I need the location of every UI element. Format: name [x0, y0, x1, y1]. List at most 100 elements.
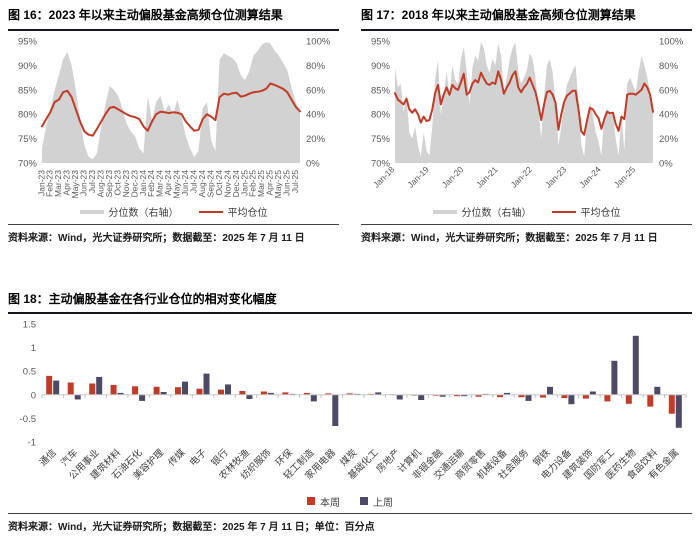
svg-text:Apr-24: Apr-24: [163, 169, 173, 195]
svg-text:Jun-24: Jun-24: [180, 169, 190, 195]
svg-text:95%: 95%: [371, 36, 391, 47]
svg-text:Sep-23: Sep-23: [104, 169, 114, 197]
svg-text:Jan-23: Jan-23: [36, 169, 46, 195]
svg-text:70%: 70%: [371, 158, 391, 169]
svg-text:100%: 100%: [306, 36, 331, 47]
svg-text:0%: 0%: [306, 158, 320, 169]
svg-text:Apr-23: Apr-23: [62, 169, 72, 195]
svg-text:85%: 85%: [18, 85, 38, 96]
svg-text:75%: 75%: [371, 134, 391, 145]
last-week-swatch-icon: [360, 497, 368, 506]
svg-text:85%: 85%: [371, 85, 391, 96]
svg-text:Mar-24: Mar-24: [155, 169, 165, 196]
svg-text:Aug-23: Aug-23: [95, 169, 105, 197]
svg-text:80%: 80%: [306, 60, 326, 71]
line-area-chart-svg: 95% 90% 85% 80% 75% 70% 100% 80% 60% 40% 20% 0% Jan-…: [371, 36, 684, 190]
svg-text:Nov-24: Nov-24: [222, 169, 232, 197]
legend-item-percentile: 分位数（右轴）: [432, 204, 532, 220]
figure-17-legend: 分位数（右轴） 平均仓位: [361, 205, 692, 219]
svg-text:Mar-25: Mar-25: [256, 169, 266, 196]
svg-text:60%: 60%: [306, 85, 326, 96]
svg-text:Aug-24: Aug-24: [197, 169, 207, 197]
svg-text:-0.5: -0.5: [20, 414, 36, 425]
svg-text:May-24: May-24: [172, 169, 182, 198]
svg-text:Oct-24: Oct-24: [214, 169, 224, 195]
avg-position-line-swatch-icon: [198, 210, 223, 213]
legend-label: 平均仓位: [227, 208, 268, 220]
figure-18-legend: 本周 上周: [8, 494, 692, 509]
figure-16-title: 图 16：2023 年以来主动偏股基金高频仓位测算结果: [8, 8, 339, 31]
svg-text:Dec-23: Dec-23: [129, 169, 139, 197]
svg-text:Mar-23: Mar-23: [53, 169, 63, 196]
svg-text:90%: 90%: [371, 60, 391, 71]
svg-text:Apr-25: Apr-25: [265, 169, 275, 195]
figure-18-panel: 图 18：主动偏股基金在各行业仓位的相对变化幅度 1.5 1 0.5 0 -0.5 -1 通…: [8, 292, 692, 533]
legend-label: 分位数（右轴）: [461, 208, 532, 220]
legend-item-avg-position: 平均仓位: [551, 204, 621, 220]
svg-text:May-25: May-25: [273, 169, 283, 198]
svg-text:Jan-20: Jan-20: [440, 164, 466, 190]
figure-17-title: 图 17：2018 年以来主动偏股基金高频仓位测算结果: [361, 8, 692, 31]
svg-text:Oct-23: Oct-23: [112, 169, 122, 195]
svg-text:Jun-23: Jun-23: [79, 169, 89, 195]
svg-text:1.5: 1.5: [23, 320, 36, 331]
svg-text:20%: 20%: [659, 134, 679, 145]
figure-17-source: 资料来源：Wind，光大证券研究所；数据截至：2025 年 7 月 11 日: [361, 223, 692, 244]
figure-18-title: 图 18：主动偏股基金在各行业仓位的相对变化幅度: [8, 292, 692, 315]
svg-text:1: 1: [31, 343, 36, 354]
svg-text:May-23: May-23: [70, 169, 80, 198]
svg-text:电子: 电子: [187, 446, 209, 468]
svg-text:Jan-19: Jan-19: [405, 164, 431, 190]
legend-item-avg-position: 平均仓位: [198, 204, 268, 220]
svg-text:40%: 40%: [659, 109, 679, 120]
line-area-chart-svg: 95% 90% 85% 80% 75% 70% 100% 80% 60% 40% 20% 0% Jan-…: [18, 36, 331, 198]
svg-text:100%: 100%: [659, 36, 684, 47]
svg-text:Jul-25: Jul-25: [290, 169, 300, 192]
figure-16-panel: 图 16：2023 年以来主动偏股基金高频仓位测算结果 95% 90% 85% 80%…: [8, 8, 339, 244]
svg-text:Jan-23: Jan-23: [543, 164, 569, 190]
svg-text:20%: 20%: [306, 134, 326, 145]
svg-text:0%: 0%: [659, 158, 673, 169]
svg-text:Jan-25: Jan-25: [239, 169, 249, 195]
percentile-area-swatch-icon: [432, 209, 457, 214]
avg-position-line-swatch-icon: [551, 210, 576, 213]
svg-text:0: 0: [31, 390, 36, 401]
legend-label: 本周: [320, 497, 340, 509]
svg-text:-1: -1: [28, 438, 36, 449]
svg-text:70%: 70%: [18, 158, 38, 169]
legend-label: 分位数（右轴）: [108, 208, 179, 220]
svg-text:Jun-25: Jun-25: [282, 169, 292, 195]
this-week-swatch-icon: [307, 497, 315, 506]
svg-text:60%: 60%: [659, 85, 679, 96]
svg-text:Feb-25: Feb-25: [248, 169, 258, 196]
svg-text:80%: 80%: [659, 60, 679, 71]
legend-item-this-week: 本周: [307, 494, 340, 509]
svg-text:Feb-23: Feb-23: [45, 169, 55, 196]
top-charts-row: 图 16：2023 年以来主动偏股基金高频仓位测算结果 95% 90% 85% 80%…: [8, 8, 692, 244]
svg-text:90%: 90%: [18, 60, 38, 71]
figure-18-source: 资料来源：Wind，光大证券研究所；数据截至：2025 年 7 月 11 日；单…: [8, 513, 692, 533]
figure-18-chart: 1.5 1 0.5 0 -0.5 -1 通信 汽车 公用事业 建筑材料 石油石化 美容护理 传媒 电子 银行…: [8, 316, 692, 498]
legend-item-percentile: 分位数（右轴）: [79, 204, 179, 220]
svg-text:Nov-23: Nov-23: [121, 169, 131, 197]
legend-label: 上周: [373, 497, 393, 509]
figure-17-chart: 95% 90% 85% 80% 75% 70% 100% 80% 60% 40% 20% 0% Jan-…: [361, 33, 692, 209]
legend-label: 平均仓位: [580, 208, 621, 220]
figure-17-panel: 图 17：2018 年以来主动偏股基金高频仓位测算结果 95% 90% 85% 80%…: [361, 8, 692, 244]
svg-text:Dec-24: Dec-24: [231, 169, 241, 197]
svg-text:80%: 80%: [371, 109, 391, 120]
percentile-area-swatch-icon: [79, 209, 104, 214]
svg-text:Sep-24: Sep-24: [205, 169, 215, 197]
svg-text:95%: 95%: [18, 36, 38, 47]
svg-text:Jan-24: Jan-24: [577, 164, 603, 190]
svg-text:75%: 75%: [18, 134, 38, 145]
figure-16-chart: 95% 90% 85% 80% 75% 70% 100% 80% 60% 40% 20% 0% Jan-…: [8, 33, 339, 209]
svg-text:Jul-23: Jul-23: [87, 169, 97, 192]
svg-text:传媒: 传媒: [166, 446, 188, 468]
figure-16-source: 资料来源：Wind，光大证券研究所；数据截至：2025 年 7 月 11 日: [8, 223, 339, 244]
svg-text:Jan-24: Jan-24: [138, 169, 148, 195]
svg-text:通信: 通信: [37, 447, 59, 469]
svg-text:Jul-24: Jul-24: [189, 169, 199, 192]
